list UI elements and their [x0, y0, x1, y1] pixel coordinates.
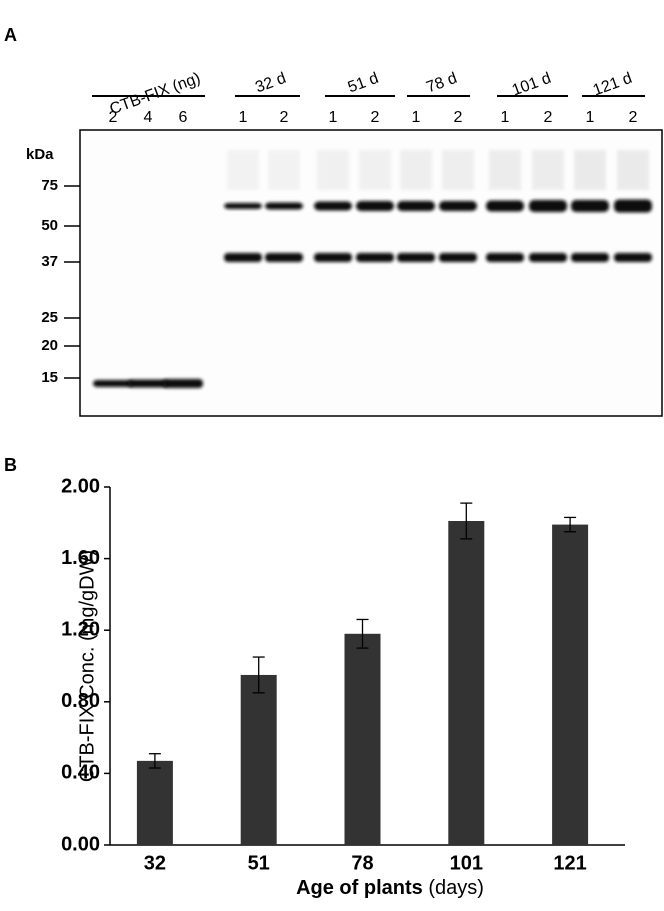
band-smear: [532, 150, 564, 190]
error-bar: [148, 753, 161, 769]
x-axis-title-main: Age of plants: [296, 877, 423, 899]
y-tick-label: 1.60: [61, 547, 100, 569]
y-tick-label: 0.40: [61, 762, 100, 784]
lane-label: 2: [454, 109, 463, 126]
band-smear: [442, 150, 474, 190]
lane-label: 6: [179, 109, 188, 126]
band: [314, 201, 352, 211]
marker-unit: kDa: [26, 146, 54, 163]
bar: [344, 633, 381, 845]
marker-label: 75: [41, 177, 58, 194]
marker-label: 37: [41, 253, 58, 270]
group-title: 51 d: [346, 70, 381, 97]
x-tick-label: 78: [351, 852, 373, 874]
bar: [552, 524, 589, 845]
x-axis-title-unit: (days): [428, 877, 484, 899]
bar: [448, 521, 485, 845]
band: [529, 253, 567, 262]
band-smear: [359, 150, 391, 190]
band: [614, 199, 652, 213]
band: [397, 253, 435, 262]
marker-label: 25: [41, 309, 58, 326]
y-axis-title: CTB-FIX Conc. (mg/gDW): [76, 550, 98, 782]
x-tick-label: 51: [248, 852, 270, 874]
group-title: 78 d: [424, 70, 459, 97]
marker-label: 15: [41, 369, 58, 386]
band: [224, 253, 262, 262]
error-bar: [564, 516, 577, 533]
error-bar: [252, 656, 265, 694]
y-tick-label: 2.00: [61, 475, 100, 497]
band: [128, 379, 168, 388]
band: [163, 379, 203, 388]
band: [356, 253, 394, 262]
lane-label: 2: [371, 109, 380, 126]
band: [486, 253, 524, 262]
x-axis-title: Age of plants (days): [296, 877, 484, 899]
band-smear: [574, 150, 606, 190]
y-tick-label: 0.80: [61, 690, 100, 712]
band: [529, 200, 567, 212]
band-smear: [617, 150, 649, 190]
lane-label: 2: [109, 109, 118, 126]
bar: [136, 760, 173, 845]
group-title: 121 d: [591, 70, 634, 100]
marker-label: 20: [41, 337, 58, 354]
band: [397, 201, 435, 211]
lane-label: 1: [239, 109, 248, 126]
band-smear: [268, 150, 300, 190]
bar: [240, 674, 277, 845]
lane-label: 2: [544, 109, 553, 126]
band: [265, 202, 303, 210]
group-title: CTB-FIX (ng): [108, 70, 203, 119]
lane-label: 1: [329, 109, 338, 126]
lane-label: 2: [629, 109, 638, 126]
lane-label: 4: [144, 109, 153, 126]
group-title: 101 d: [510, 70, 553, 100]
band-smear: [489, 150, 521, 190]
band: [356, 201, 394, 211]
group-title: 32 d: [253, 70, 288, 97]
panel-label: B: [4, 455, 17, 475]
band: [486, 200, 524, 212]
x-tick-label: 121: [553, 852, 586, 874]
marker-label: 50: [41, 217, 58, 234]
x-tick-label: 32: [144, 852, 166, 874]
y-tick-label: 0.00: [61, 833, 100, 855]
x-tick-label: 101: [450, 852, 483, 874]
lane-label: 2: [280, 109, 289, 126]
band: [571, 253, 609, 262]
lane-label: 1: [501, 109, 510, 126]
band: [314, 253, 352, 262]
band-smear: [227, 150, 259, 190]
band: [439, 253, 477, 262]
error-bar: [460, 502, 473, 540]
lane-label: 1: [586, 109, 595, 126]
y-tick-label: 1.20: [61, 618, 100, 640]
band: [93, 380, 133, 387]
band: [439, 201, 477, 211]
band: [224, 203, 262, 209]
band: [571, 200, 609, 212]
lane-label: 1: [412, 109, 421, 126]
band: [614, 253, 652, 262]
error-bar: [356, 618, 369, 649]
band: [265, 253, 303, 262]
band-smear: [400, 150, 432, 190]
band-smear: [317, 150, 349, 190]
panel-label: A: [4, 25, 17, 45]
